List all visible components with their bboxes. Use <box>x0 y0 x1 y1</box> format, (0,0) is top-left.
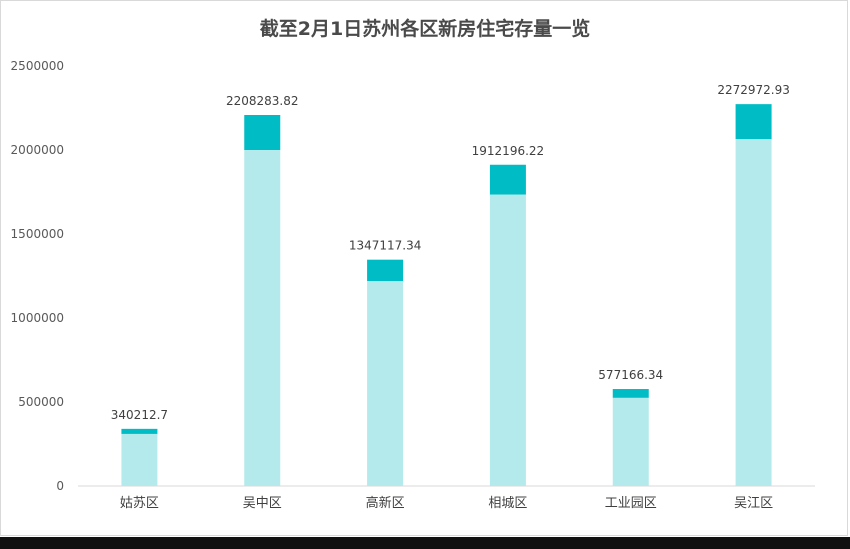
chart-title: 截至2月1日苏州各区新房住宅存量一览 <box>259 18 591 40</box>
bottom-bar <box>0 537 850 549</box>
x-category-label: 工业园区 <box>605 496 657 511</box>
x-category-label: 高新区 <box>366 495 405 511</box>
y-tick-label: 2000000 <box>11 143 64 157</box>
y-tick-label: 500000 <box>18 395 64 409</box>
bar-segment-1 <box>367 281 404 486</box>
data-label: 340212.7 <box>111 408 168 422</box>
bar-segment-1 <box>612 397 649 486</box>
y-tick-label: 2500000 <box>11 59 64 73</box>
bar-segment-1 <box>121 433 158 486</box>
data-label: 2272972.93 <box>717 83 790 97</box>
bar-segment-2 <box>735 104 772 140</box>
bar-segment-1 <box>489 194 526 486</box>
data-label: 1912196.22 <box>472 144 545 158</box>
bar-segment-2 <box>121 428 158 434</box>
y-tick-label: 1000000 <box>11 311 64 325</box>
data-label: 577166.34 <box>598 368 663 382</box>
data-label: 2208283.82 <box>226 94 299 108</box>
bar-segment-1 <box>735 139 772 486</box>
x-category-label: 相城区 <box>488 496 527 511</box>
bar-segment-1 <box>244 150 281 486</box>
y-tick-label: 1500000 <box>11 227 64 241</box>
x-category-label: 吴中区 <box>243 496 282 511</box>
bar-segment-2 <box>612 389 649 398</box>
data-label: 1347117.34 <box>349 239 422 253</box>
bar-segment-2 <box>489 164 526 195</box>
bar-segment-2 <box>244 115 281 150</box>
bar-segment-2 <box>367 259 404 282</box>
x-category-label: 吴江区 <box>734 496 773 511</box>
y-tick-label: 0 <box>56 479 64 493</box>
x-category-label: 姑苏区 <box>120 495 159 511</box>
